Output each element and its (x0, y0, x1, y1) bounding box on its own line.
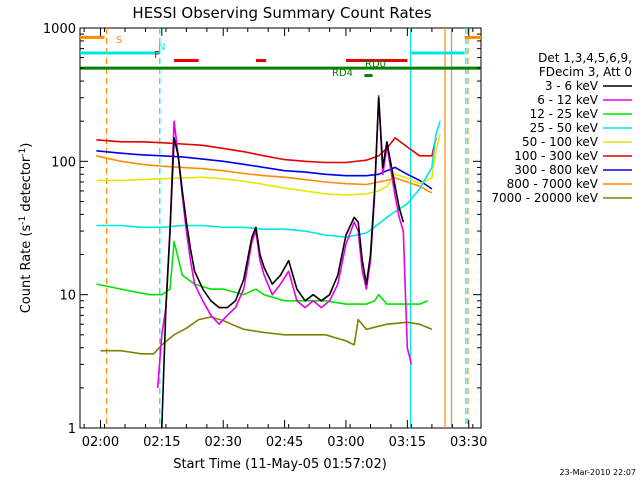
y-axis-label-sup2: -1 (18, 148, 28, 157)
y-axis-label-main: Count Rate (s (19, 225, 34, 314)
legend-label: 12 - 25 keV (530, 107, 599, 121)
x-tick-label: 02:45 (266, 435, 303, 450)
plot-frame (79, 27, 482, 429)
x-tick-label: 02:00 (82, 435, 119, 450)
series-lines (96, 95, 441, 429)
x-tick-label: 03:15 (389, 435, 426, 450)
y-tick-label: 1 (68, 422, 76, 437)
x-tick-label: 03:00 (327, 435, 364, 450)
x-tick-label: 02:15 (143, 435, 180, 450)
plot-area: S NF RD0 RD4 (79, 27, 482, 429)
legend-header-line-1: Det 1,3,4,5,6,9, (538, 51, 632, 65)
x-tick-label: 02:30 (204, 435, 241, 450)
series-line-3 (96, 240, 429, 305)
chart-title: HESSI Observing Summary Count Rates (132, 4, 431, 22)
series-line-2 (156, 95, 413, 388)
legend-label: 7000 - 20000 keV (491, 191, 598, 205)
y-tick-labels: 1 10 100 1000 (43, 22, 76, 437)
series-line-9 (100, 316, 433, 355)
legend-label: 3 - 6 keV (545, 79, 599, 93)
y-tick-label: 10 (59, 289, 76, 304)
series-line-1 (161, 96, 405, 429)
legend-label: 100 - 300 keV (514, 149, 598, 163)
legend: Det 1,3,4,5,6,9, FDecim 3, Att 0 3 - 6 k… (491, 51, 632, 205)
flag-label: N (158, 42, 165, 53)
y-axis-label: Count Rate (s-1 detector-1) (18, 143, 34, 314)
flag-label: S (116, 35, 122, 46)
y-axis-label-mid: detector (19, 156, 34, 216)
flag-label: RD0 (365, 59, 386, 70)
series-line-6 (96, 137, 437, 164)
legend-label: 300 - 800 keV (514, 163, 598, 177)
y-axis-label-end: ) (19, 143, 34, 148)
y-tick-label: 100 (51, 155, 76, 170)
y-tick-label: 1000 (43, 22, 76, 37)
flag-label: RD4 (332, 68, 353, 79)
axis-ticks (80, 28, 481, 429)
x-tick-label: 03:30 (450, 435, 487, 450)
flag-bars: S NF RD0 RD4 (80, 35, 481, 79)
legend-label: 6 - 12 keV (537, 93, 599, 107)
legend-label: 25 - 50 keV (530, 121, 599, 135)
x-axis-label: Start Time (11-May-05 01:57:02) (173, 457, 387, 472)
legend-label: 800 - 7000 keV (507, 177, 599, 191)
legend-label: 50 - 100 keV (522, 135, 599, 149)
flag-label: F (154, 50, 160, 61)
legend-header-line-2: FDecim 3, Att 0 (539, 65, 632, 79)
footer-timestamp: 23-Mar-2010 22:07 (560, 468, 637, 477)
x-tick-labels: 02:00 02:15 02:30 02:45 03:00 03:15 03:30 (82, 435, 488, 450)
series-line-7 (96, 150, 433, 190)
series-line-4 (96, 120, 441, 238)
y-axis-label-sup1: -1 (18, 216, 28, 225)
